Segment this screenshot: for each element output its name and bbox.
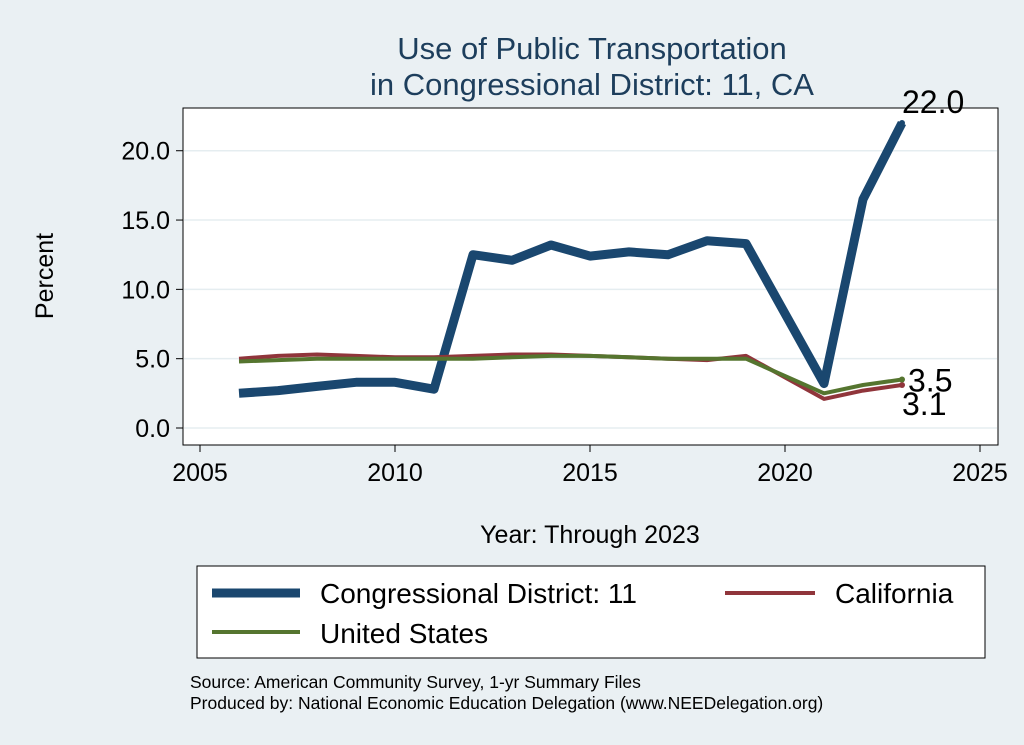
x-axis-ticks: 2005 2010 2015 2020 2025 bbox=[172, 445, 1008, 487]
x-tick-label: 2005 bbox=[172, 459, 228, 487]
legend-label-united-states: United States bbox=[320, 618, 488, 649]
series-layer bbox=[238, 120, 907, 401]
end-label-united-states: 3.5 bbox=[908, 362, 952, 398]
y-tick-label: 10.0 bbox=[121, 276, 170, 304]
series-endpoint-california bbox=[899, 382, 905, 389]
y-axis-ticks: 0.0 5.0 10.0 15.0 20.0 bbox=[121, 138, 183, 443]
y-tick-label: 0.0 bbox=[135, 415, 170, 443]
legend-label-california: California bbox=[835, 578, 954, 609]
y-tick-label: 5.0 bbox=[135, 346, 170, 374]
legend-label-district: Congressional District: 11 bbox=[320, 578, 637, 609]
y-tick-label: 20.0 bbox=[121, 138, 170, 166]
source-note: Source: American Community Survey, 1-yr … bbox=[190, 672, 641, 692]
x-tick-label: 2010 bbox=[367, 459, 423, 487]
end-labels: 22.0 3.13.5 bbox=[902, 84, 964, 422]
x-tick-label: 2025 bbox=[952, 459, 1008, 487]
series-endpoint-congressional-district-11 bbox=[899, 120, 905, 126]
series-line-congressional-district-11 bbox=[238, 120, 907, 398]
chart-title-line-1: Use of Public Transportation bbox=[397, 31, 786, 66]
end-label-california: 3.1 bbox=[902, 386, 946, 422]
series-endpoint-united-states bbox=[899, 376, 905, 383]
chart-title-line-2: in Congressional District: 11, CA bbox=[370, 67, 814, 102]
y-axis-label: Percent bbox=[31, 233, 59, 319]
produced-note: Produced by: National Economic Education… bbox=[190, 693, 823, 713]
x-tick-label: 2015 bbox=[562, 459, 618, 487]
series-line-united-states bbox=[238, 353, 903, 396]
legend bbox=[196, 565, 986, 659]
plot-area bbox=[182, 107, 999, 446]
x-tick-label: 2020 bbox=[757, 459, 813, 487]
end-label-congressional-district-11: 22.0 bbox=[902, 84, 964, 120]
x-axis-label: Year: Through 2023 bbox=[480, 521, 700, 549]
y-tick-label: 15.0 bbox=[121, 207, 170, 235]
